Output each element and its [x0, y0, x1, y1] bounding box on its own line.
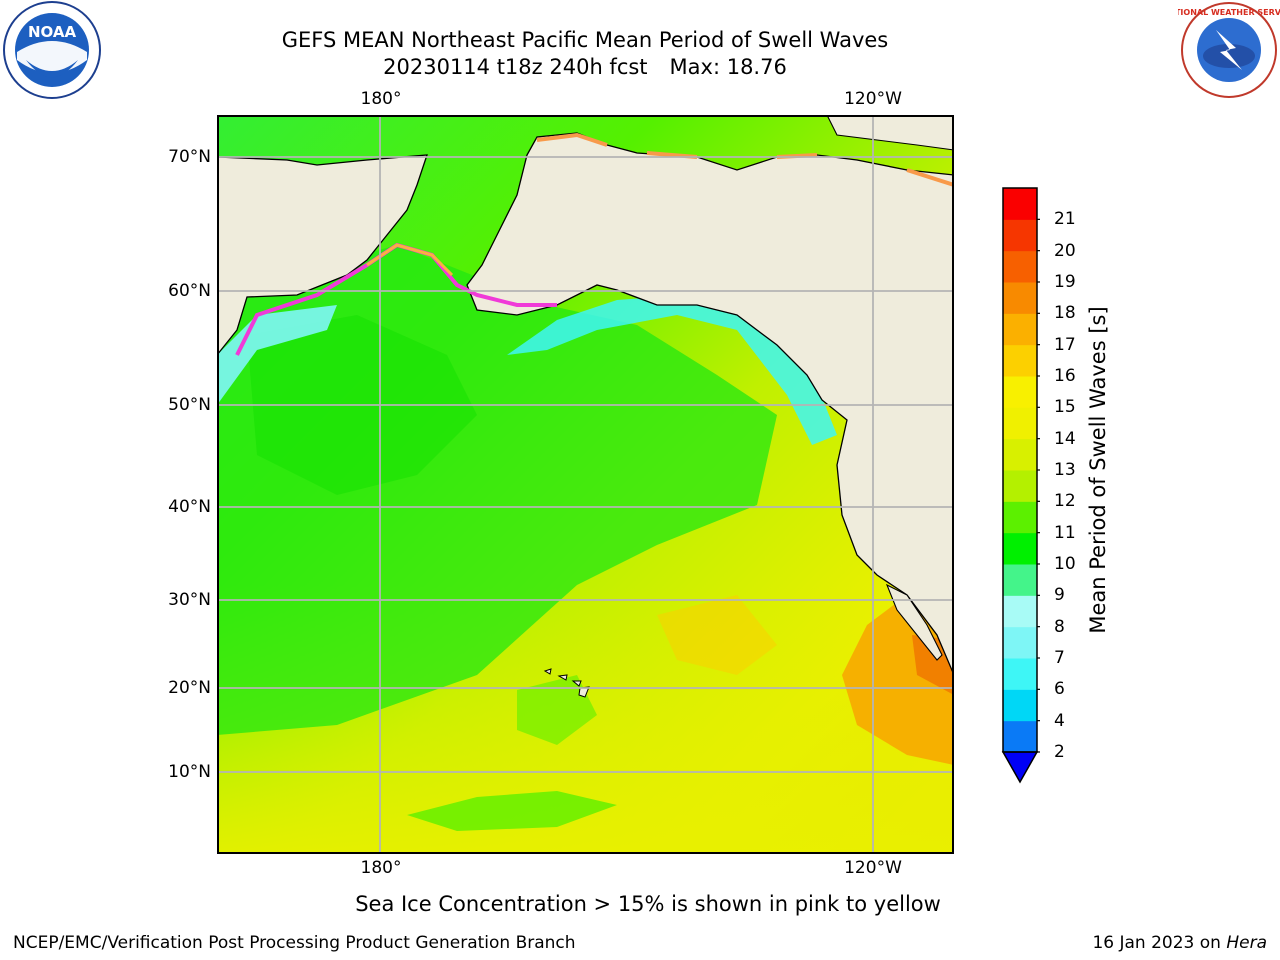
- colorbar-tick-label: 6: [1054, 679, 1065, 700]
- lon-label-top-120w: 120°W: [844, 89, 902, 109]
- lat-label-40n: 40°N: [168, 497, 211, 517]
- colorbar-band: [1003, 564, 1037, 596]
- colorbar-band: [1003, 532, 1037, 565]
- footer-date: 16 Jan 2023 on Hera: [1092, 932, 1267, 954]
- noaa-logo: NOAA: [3, 1, 101, 99]
- colorbar-tick-label: 13: [1054, 460, 1076, 480]
- colorbar-band: [1003, 438, 1037, 471]
- lat-label-20n: 20°N: [168, 678, 211, 698]
- colorbar-band: [1003, 344, 1037, 377]
- sea-ice-chukchi: [536, 132, 954, 187]
- lon-label-bottom-180: 180°: [360, 858, 402, 878]
- colorbar: [1001, 187, 1040, 784]
- colorbar-band: [1003, 250, 1037, 283]
- green-equatorial-band: [407, 791, 617, 831]
- colorbar-tick-label: 15: [1054, 397, 1076, 418]
- colorbar-title: Mean Period of Swell Waves [s]: [1086, 306, 1110, 634]
- footer-date-text: 16 Jan 2023 on: [1092, 933, 1227, 953]
- svg-text:NOAA: NOAA: [28, 23, 77, 41]
- lon-label-top-180: 180°: [360, 89, 402, 109]
- colorbar-band: [1003, 626, 1037, 659]
- lon-label-bottom-120w: 120°W: [844, 858, 902, 878]
- colorbar-band: [1003, 313, 1037, 346]
- land-hawaii: [543, 668, 590, 698]
- colorbar-band: [1003, 407, 1037, 440]
- land-arctic-islands: [826, 115, 954, 151]
- colorbar-tick-label: 2: [1054, 742, 1065, 762]
- chart-title: GEFS MEAN Northeast Pacific Mean Period …: [281, 28, 889, 52]
- land-siberia: [217, 115, 428, 357]
- colorbar-ticks: [1037, 218, 1040, 753]
- colorbar-tick-label: 8: [1054, 616, 1065, 637]
- nws-logo: NATIONAL WEATHER SERVICE: [1178, 2, 1280, 98]
- sea-ice-bering-yellow: [366, 243, 454, 277]
- graticule: [217, 115, 954, 854]
- colorbar-tick-label: 21: [1054, 209, 1076, 230]
- lat-label-60n: 60°N: [168, 281, 211, 301]
- map-frame: [217, 115, 954, 854]
- colorbar-band: [1003, 689, 1037, 722]
- colorbar-tick-label: 19: [1054, 272, 1076, 292]
- colorbar-band: [1003, 282, 1037, 314]
- colorbar-tick-label: 7: [1054, 648, 1065, 668]
- colorbar-band: [1003, 219, 1037, 252]
- colorbar-tick-label: 14: [1054, 428, 1076, 449]
- colorbar-band: [1003, 376, 1037, 408]
- chart-subtitle: 20230114 t18z 240h fcst Max: 18.76: [150, 54, 1020, 80]
- colorbar-tick-label: 11: [1054, 522, 1076, 543]
- swell-period-map: [217, 115, 954, 854]
- colorbar-tick-label: 12: [1054, 491, 1076, 512]
- colorbar-tick-label: 9: [1054, 585, 1065, 606]
- footer-credit: NCEP/EMC/Verification Post Processing Pr…: [13, 933, 576, 953]
- light-orange-patch: [657, 595, 777, 675]
- colorbar-bands: [1003, 188, 1037, 753]
- forecast-run: 20230114 t18z 240h fcst: [383, 55, 648, 79]
- colorbar-tick-label: 10: [1054, 554, 1076, 574]
- lat-label-70n: 70°N: [168, 147, 211, 167]
- colorbar-band: [1003, 470, 1037, 502]
- colorbar-extend-triangle: [1001, 751, 1039, 784]
- colorbar-tick-label: 16: [1054, 366, 1076, 386]
- svg-text:NATIONAL WEATHER SERVICE: NATIONAL WEATHER SERVICE: [1178, 8, 1280, 17]
- lat-label-50n: 50°N: [168, 395, 211, 415]
- cyan-bering-band: [217, 305, 337, 405]
- colorbar-band: [1003, 720, 1037, 753]
- footer-machine: Hera: [1226, 933, 1267, 953]
- colorbar-band: [1003, 595, 1037, 628]
- hawaii-green-patch: [517, 675, 597, 745]
- colorbar-tick-label: 4: [1054, 710, 1065, 731]
- colorbar-tick-label: 18: [1054, 303, 1076, 324]
- cyan-alaska-band: [507, 295, 837, 445]
- colorbar-band: [1003, 188, 1037, 220]
- colorbar-band: [1003, 501, 1037, 534]
- colorbar-tick-label: 20: [1054, 240, 1076, 261]
- lat-label-30n: 30°N: [168, 590, 211, 610]
- colorbar-tick-label: 17: [1054, 334, 1076, 355]
- colorbar-band: [1003, 658, 1037, 690]
- sea-ice-caption: Sea Ice Concentration > 15% is shown in …: [355, 892, 941, 916]
- max-value: Max: 18.76: [669, 55, 787, 79]
- lat-label-10n: 10°N: [168, 762, 211, 782]
